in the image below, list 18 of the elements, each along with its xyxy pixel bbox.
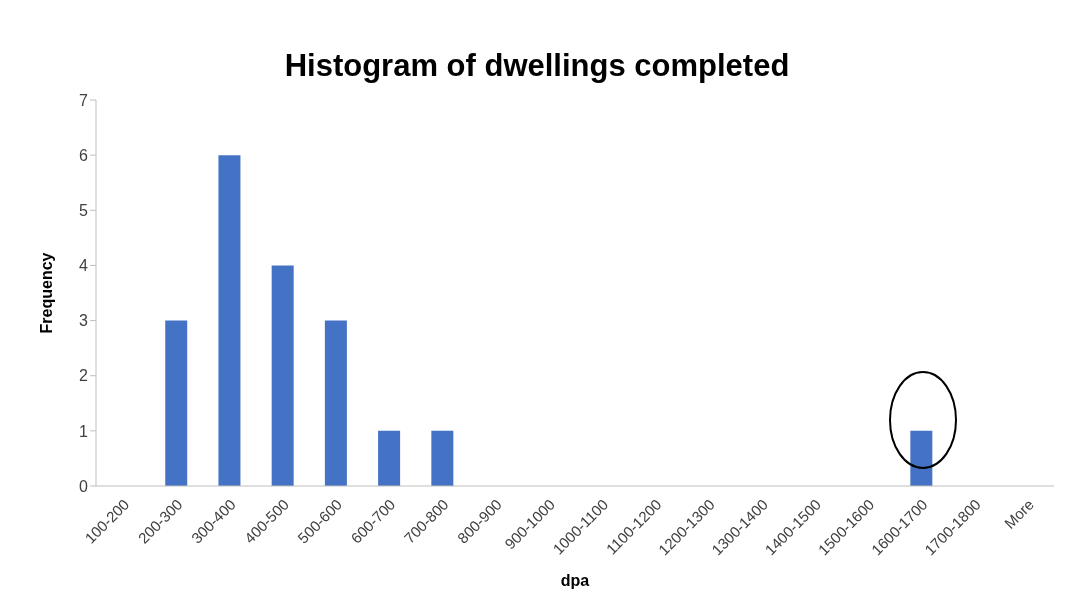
y-tick-label: 6 [79,146,89,164]
y-axis-title: Frequency [37,252,55,334]
y-tick-label: 5 [79,201,89,219]
bar [271,265,294,486]
y-tick-label: 3 [79,312,89,330]
y-tick-label: 4 [79,257,89,275]
x-axis-title: dpa [560,572,590,589]
bar [324,320,347,486]
bar [378,430,401,486]
chart-title: Histogram of dwellings completed [283,47,791,84]
bar [431,430,454,486]
y-tick-label: 0 [79,477,89,495]
bar [218,155,241,486]
bar [910,430,933,486]
y-tick-label: 7 [79,91,89,109]
y-tick-label: 1 [79,422,89,440]
y-tick-label: 2 [79,367,89,385]
bar [165,320,188,486]
